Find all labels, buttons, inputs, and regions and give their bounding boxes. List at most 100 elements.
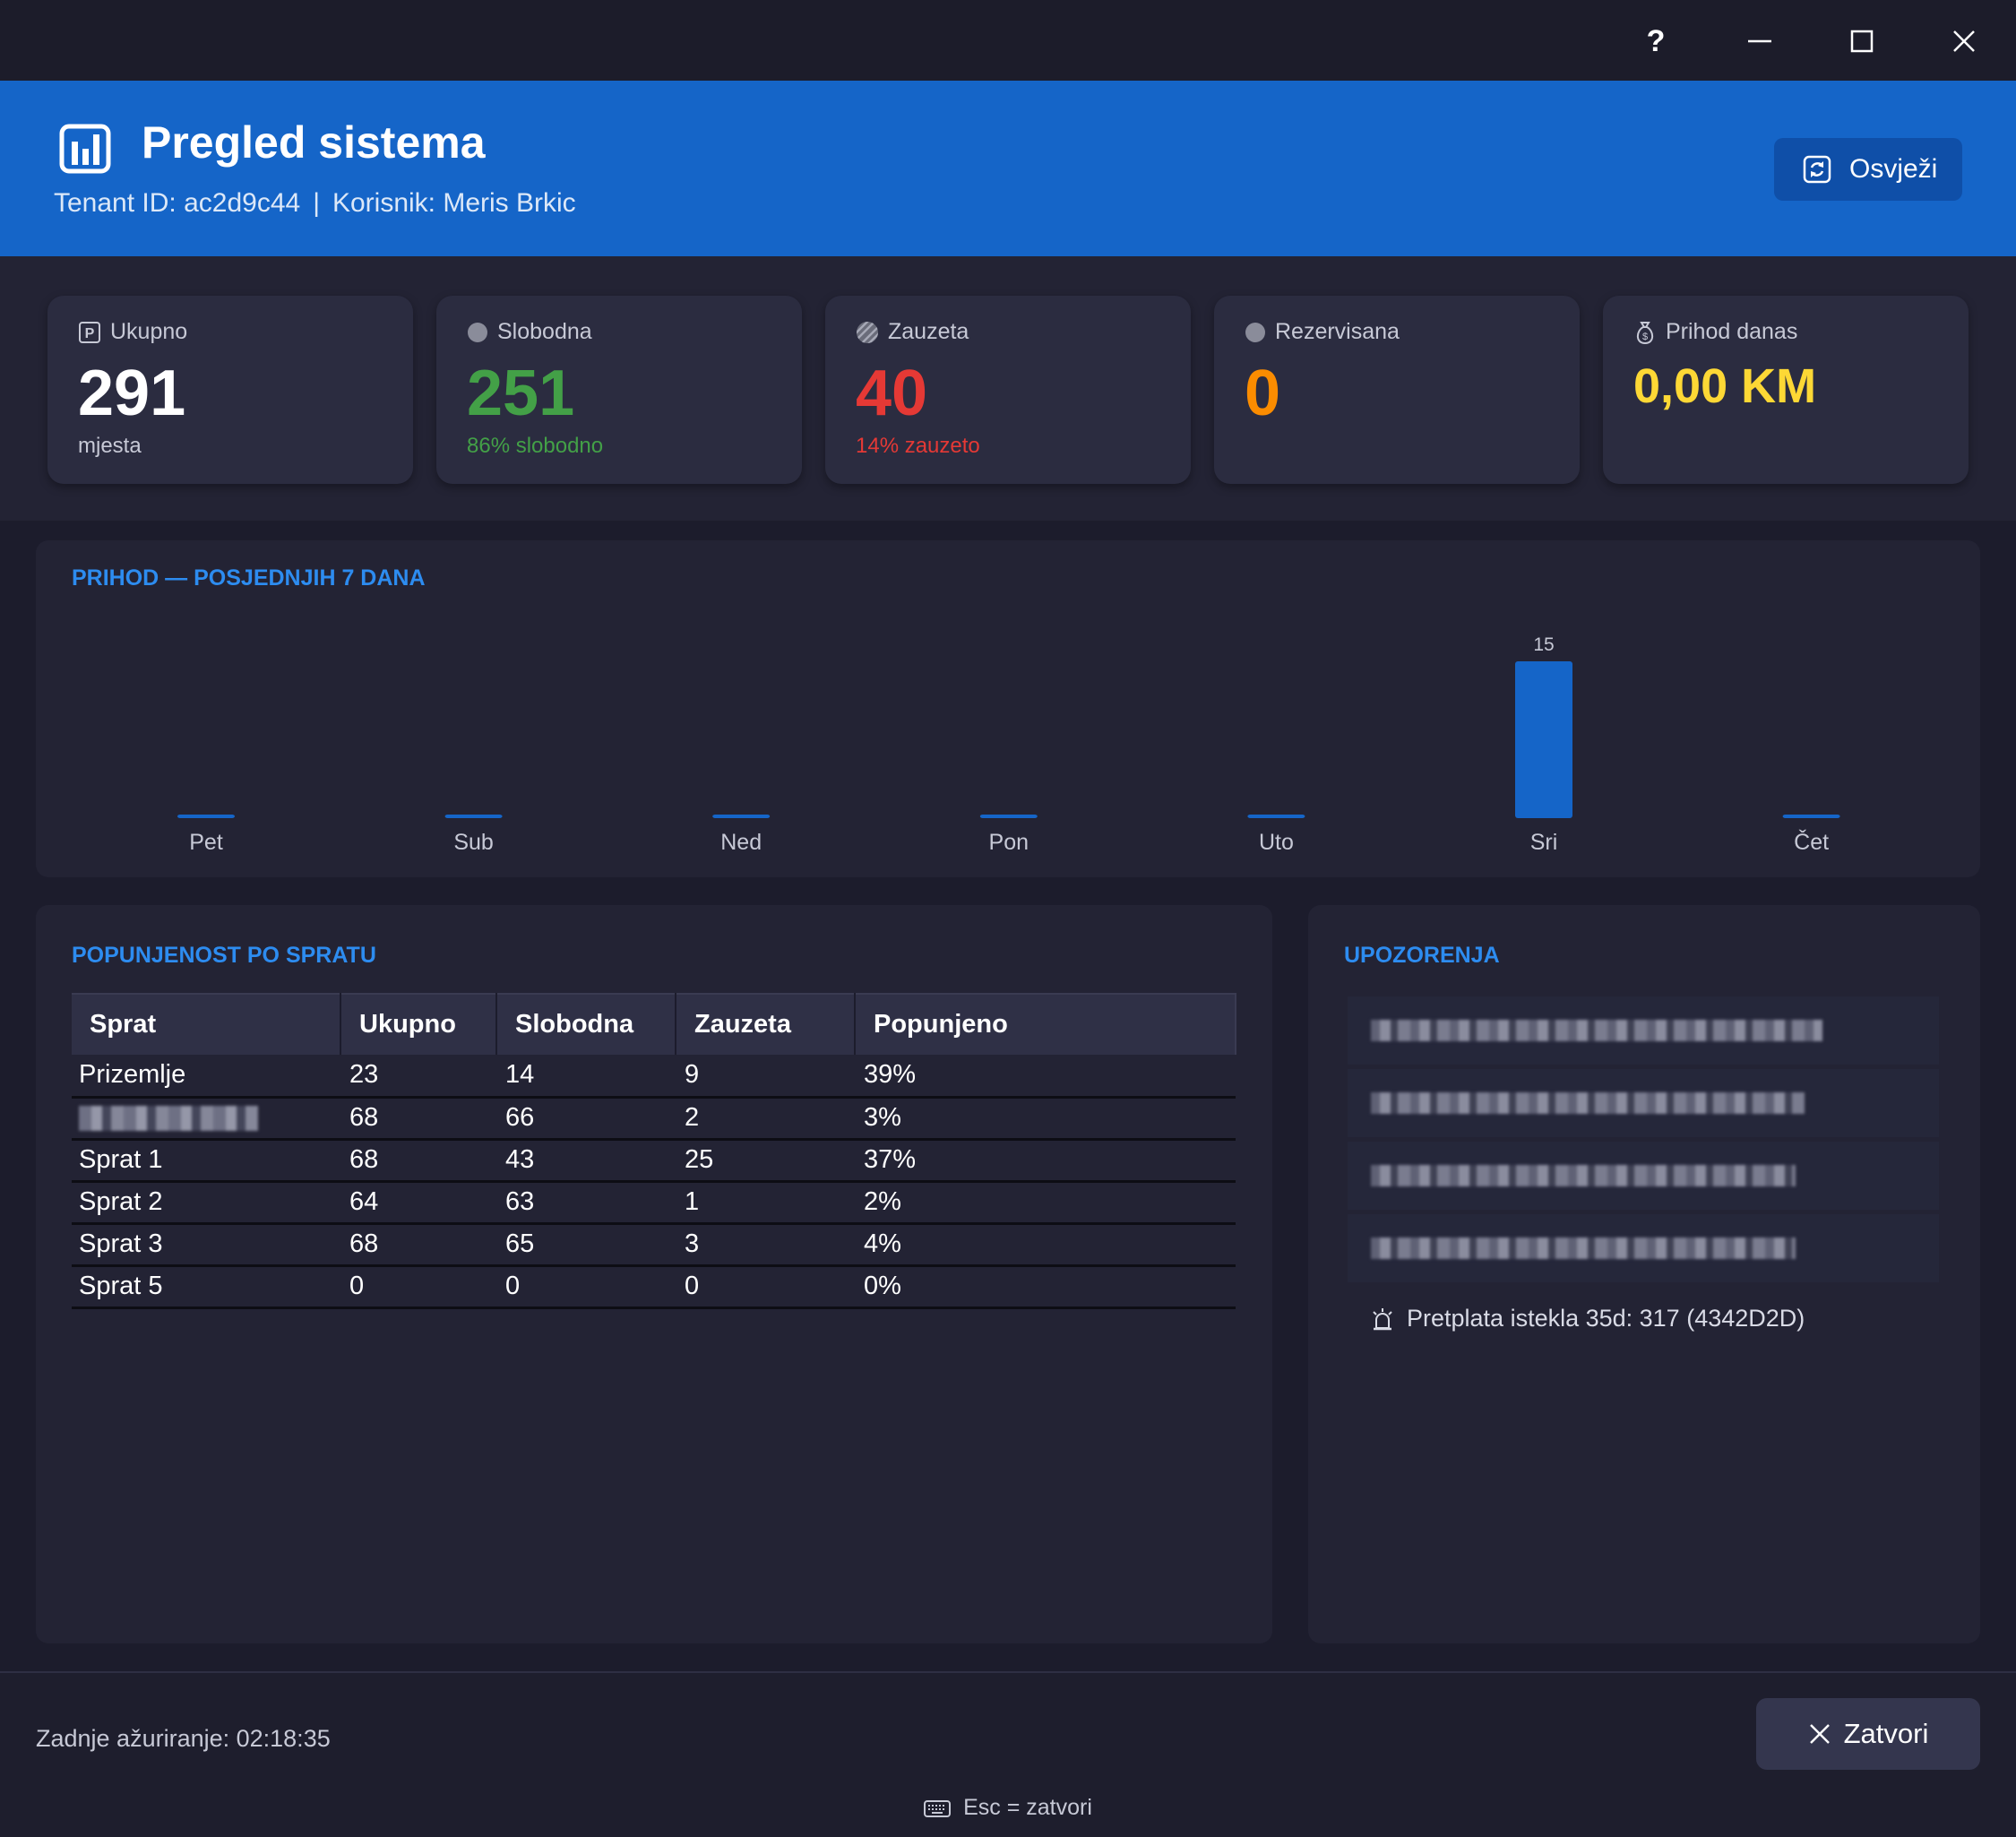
alerts-panel: UPOZORENJA Pretplata istekla 35d: 317 (4… — [1308, 905, 1980, 1643]
floor-free: 0 — [496, 1265, 676, 1309]
help-button[interactable]: ? — [1646, 23, 1666, 58]
minimize-icon — [1748, 39, 1771, 43]
floor-name: Sprat 2 — [72, 1181, 340, 1225]
floors-table: Sprat Ukupno Slobodna Zauzeta Popunjeno … — [72, 993, 1236, 1309]
floor-name — [72, 1097, 340, 1141]
close-window-button[interactable] — [1937, 16, 1991, 66]
refresh-label: Osvježi — [1849, 154, 1938, 184]
table-header-row: Sprat Ukupno Slobodna Zauzeta Popunjeno — [72, 993, 1236, 1055]
header-separator: | — [313, 188, 320, 218]
floor-occupied: 2 — [676, 1097, 855, 1141]
last-update: Zadnje ažuriranje: 02:18:35 — [36, 1725, 331, 1752]
revenue-bar — [177, 815, 235, 818]
alerts-title: UPOZORENJA — [1344, 943, 1500, 968]
column-header[interactable]: Sprat — [72, 993, 341, 1055]
alert-item-redacted — [1348, 1214, 1939, 1282]
column-header[interactable]: Slobodna — [496, 993, 676, 1055]
x-tick-label: Sub — [453, 830, 493, 855]
floor-total: 68 — [340, 1139, 496, 1183]
window-titlebar: ? — [0, 0, 2016, 81]
tenant-id: Tenant ID: ac2d9c44 — [54, 188, 301, 218]
stat-card-free: Slobodna 251 86% slobodno — [436, 296, 802, 484]
close-icon — [1953, 30, 1975, 52]
floor-filled: 0% — [855, 1265, 1236, 1309]
stat-value: 251 — [467, 358, 575, 429]
alarm-icon — [1371, 1307, 1394, 1332]
floor-total: 64 — [340, 1181, 496, 1225]
revenue-title: PRIHOD — POSJEDNJIH 7 DANA — [72, 565, 426, 591]
money-bag-icon: $ — [1633, 320, 1657, 345]
floor-occupied: 25 — [676, 1139, 855, 1183]
stat-value: 291 — [78, 358, 186, 429]
alert-item-redacted — [1348, 996, 1939, 1065]
stats-strip: P Ukupno 291 mjesta Slobodna 251 86% slo… — [0, 256, 2016, 521]
stat-card-total: P Ukupno 291 mjesta — [47, 296, 413, 484]
dot-icon — [1245, 322, 1266, 343]
revenue-bar — [444, 815, 503, 818]
redacted-floor-name — [79, 1106, 258, 1132]
table-row[interactable]: Sprat 5 0 0 0 0% — [72, 1265, 1236, 1309]
svg-text:P: P — [85, 326, 95, 341]
stat-sub: mjesta — [78, 434, 142, 458]
column-header[interactable]: Popunjeno — [855, 993, 1236, 1055]
alert-text: Pretplata istekla 35d: 317 (4342D2D) — [1407, 1305, 1805, 1332]
floor-filled: 39% — [855, 1055, 1236, 1099]
footer: Zadnje ažuriranje: 02:18:35 Zatvori Esc … — [0, 1671, 2016, 1837]
stat-sub: 14% zauzeto — [856, 434, 980, 458]
revenue-bar — [1515, 661, 1572, 818]
stat-value: 0,00 KM — [1633, 359, 1817, 413]
floor-free: 43 — [496, 1139, 676, 1183]
floor-total: 68 — [340, 1223, 496, 1267]
stat-label: Ukupno — [110, 319, 188, 344]
table-row[interactable]: Sprat 2 64 63 1 2% — [72, 1181, 1236, 1225]
dot-icon — [467, 322, 488, 343]
stat-label: Rezervisana — [1275, 319, 1400, 344]
floor-total: 23 — [340, 1055, 496, 1099]
table-row[interactable]: 68 66 2 3% — [72, 1097, 1236, 1141]
table-row[interactable]: Prizemlje 23 14 9 39% — [72, 1055, 1236, 1099]
floors-panel: POPUNJENOST PO SPRATU Sprat Ukupno Slobo… — [36, 905, 1272, 1643]
x-tick-label: Ned — [720, 830, 762, 855]
revenue-panel: PRIHOD — POSJEDNJIH 7 DANA Pet Sub Ned Pon U… — [36, 540, 1980, 877]
floor-occupied: 0 — [676, 1265, 855, 1309]
esc-hint-text: Esc = zatvori — [963, 1795, 1092, 1820]
revenue-bar — [1247, 815, 1305, 818]
parking-icon: P — [78, 321, 101, 344]
close-icon — [1809, 1724, 1830, 1744]
column-header[interactable]: Ukupno — [340, 993, 497, 1055]
maximize-icon — [1850, 30, 1874, 53]
table-row[interactable]: Sprat 3 68 65 3 4% — [72, 1223, 1236, 1267]
stat-card-reserved: Rezervisana 0 — [1214, 296, 1580, 484]
bar-chart-icon — [59, 124, 111, 174]
floors-title: POPUNJENOST PO SPRATU — [72, 943, 376, 968]
floor-occupied: 3 — [676, 1223, 855, 1267]
close-button[interactable]: Zatvori — [1756, 1698, 1980, 1770]
floor-occupied: 1 — [676, 1181, 855, 1225]
x-tick-label: Čet — [1794, 829, 1829, 855]
floor-total: 68 — [340, 1097, 496, 1141]
stat-card-occupied: Zauzeta 40 14% zauzeto — [825, 296, 1191, 484]
floor-free: 65 — [496, 1223, 676, 1267]
floor-name: Prizemlje — [72, 1055, 340, 1099]
x-tick-label: Pon — [989, 830, 1029, 855]
minimize-button[interactable] — [1733, 16, 1787, 66]
stat-label: Zauzeta — [888, 319, 969, 344]
maximize-button[interactable] — [1835, 16, 1889, 66]
esc-hint: Esc = zatvori — [0, 1795, 2016, 1821]
floor-free: 14 — [496, 1055, 676, 1099]
x-tick-label: Uto — [1259, 830, 1294, 855]
floor-filled: 37% — [855, 1139, 1236, 1183]
refresh-button[interactable]: Osvježi — [1774, 138, 1962, 201]
floor-total: 0 — [340, 1265, 496, 1309]
user-name: Korisnik: Meris Brkic — [332, 188, 576, 218]
table-row[interactable]: Sprat 1 68 43 25 37% — [72, 1139, 1236, 1183]
x-tick-label: Pet — [189, 830, 223, 855]
keyboard-icon — [924, 1798, 952, 1818]
floor-free: 63 — [496, 1181, 676, 1225]
x-tick-label: Sri — [1530, 830, 1558, 855]
column-header[interactable]: Zauzeta — [676, 993, 856, 1055]
alert-item: Pretplata istekla 35d: 317 (4342D2D) — [1371, 1305, 1805, 1332]
alert-item-redacted — [1348, 1069, 1939, 1137]
floor-occupied: 9 — [676, 1055, 855, 1099]
floor-filled: 4% — [855, 1223, 1236, 1267]
